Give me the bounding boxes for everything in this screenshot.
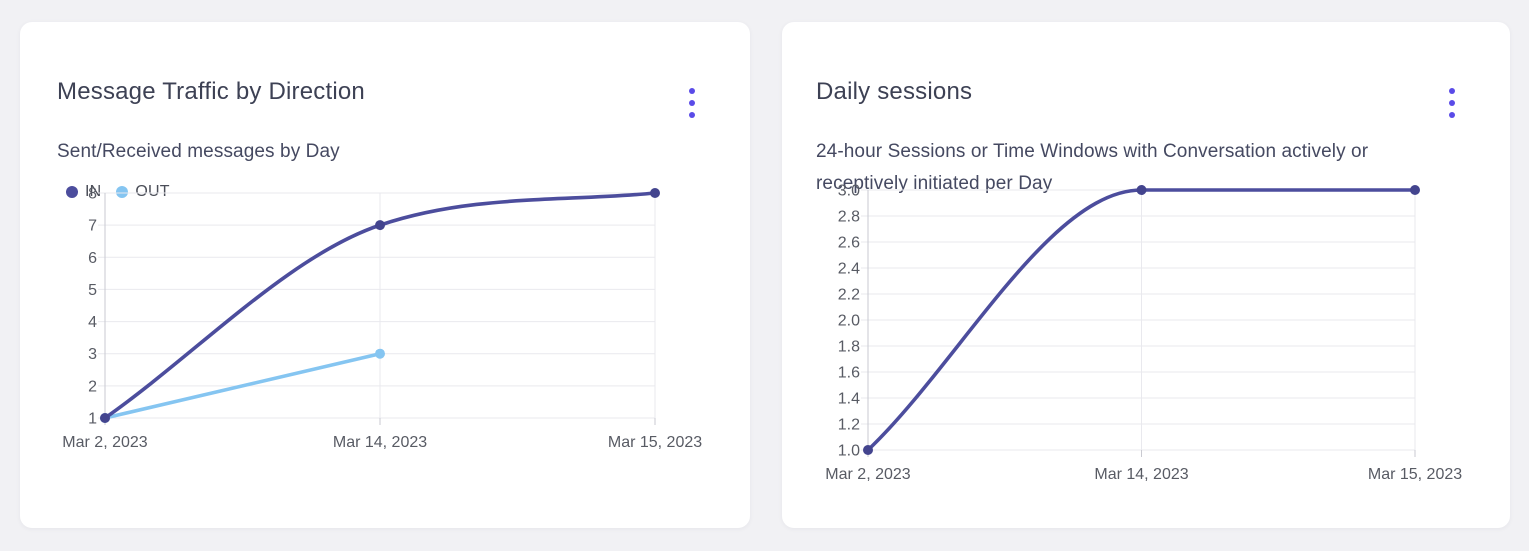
kebab-dot xyxy=(689,88,695,94)
data-point[interactable] xyxy=(863,445,873,455)
y-axis-label: 1.4 xyxy=(838,391,860,408)
card-title: Daily sessions xyxy=(816,78,973,105)
y-axis-label: 7 xyxy=(88,218,97,235)
y-axis-label: 2.4 xyxy=(838,261,860,278)
y-axis-label: 2 xyxy=(88,378,97,395)
data-point[interactable] xyxy=(650,188,660,198)
card-message-traffic: Message Traffic by Direction Sent/Receiv… xyxy=(20,22,750,528)
series-line-OUT xyxy=(103,351,382,420)
x-axis-label: Mar 15, 2023 xyxy=(608,434,702,451)
data-point[interactable] xyxy=(375,348,385,359)
legend-item-in[interactable]: IN xyxy=(66,183,101,201)
y-axis-label: 2.2 xyxy=(838,287,860,304)
y-axis-label: 2.0 xyxy=(838,313,860,330)
card-subtitle: 24-hour Sessions or Time Windows with Co… xyxy=(816,141,1369,194)
card-menu-button[interactable] xyxy=(1440,82,1464,124)
chart-legend: IN OUT xyxy=(66,183,170,201)
y-axis-label: 1.6 xyxy=(838,365,860,382)
y-axis-label: 3.0 xyxy=(838,183,860,200)
x-axis-label: Mar 2, 2023 xyxy=(62,434,147,451)
y-axis-label: 6 xyxy=(88,250,97,267)
message-traffic-line-chart[interactable]: 8 7 6 5 4 3 2 1 Mar 2, 2023 Mar 14, 2023 Mar 15, 2… xyxy=(40,180,720,472)
data-point[interactable] xyxy=(1136,185,1147,195)
kebab-dot xyxy=(1449,88,1455,94)
legend-dot-in xyxy=(66,186,78,198)
kebab-vertical-icon xyxy=(689,88,695,118)
x-axis-label: Mar 2, 2023 xyxy=(825,466,910,483)
legend-label-out: OUT xyxy=(135,183,170,200)
card-title: Message Traffic by Direction xyxy=(57,78,365,105)
y-axis-label: 8 xyxy=(88,186,97,203)
kebab-dot xyxy=(1449,100,1455,106)
data-point[interactable] xyxy=(100,413,110,423)
x-axis-label: Mar 14, 2023 xyxy=(1094,466,1188,483)
x-axis-label: Mar 15, 2023 xyxy=(1368,466,1462,483)
y-axis-label: 1.0 xyxy=(838,443,860,460)
daily-sessions-line-chart[interactable]: 3.0 2.8 2.6 2.4 2.2 2.0 1.8 1.6 1.4 1.2 1.0 Mar 2, … xyxy=(802,180,1492,492)
legend-label-in: IN xyxy=(85,183,102,200)
x-axis-label: Mar 14, 2023 xyxy=(333,434,427,451)
card-daily-sessions: Daily sessions 24-hour Sessions or Time … xyxy=(782,22,1510,528)
y-axis-label: 2.6 xyxy=(838,235,860,252)
legend-item-out[interactable]: OUT xyxy=(116,183,170,201)
y-axis-label: 1.2 xyxy=(838,417,860,434)
kebab-dot xyxy=(689,100,695,106)
y-axis-label: 1.8 xyxy=(838,339,860,356)
data-point[interactable] xyxy=(375,220,385,231)
y-axis-label: 3 xyxy=(88,346,97,363)
data-point[interactable] xyxy=(1410,185,1420,195)
legend-dot-out xyxy=(116,186,129,198)
kebab-dot xyxy=(689,112,695,118)
kebab-vertical-icon xyxy=(1449,88,1455,118)
y-axis-label: 1 xyxy=(88,411,97,428)
kebab-dot xyxy=(1449,112,1455,118)
card-menu-button[interactable] xyxy=(680,82,704,124)
y-axis-label: 2.8 xyxy=(838,209,860,226)
card-subtitle: Sent/Received messages by Day xyxy=(57,141,340,162)
series-line-main xyxy=(866,188,1417,452)
y-axis-label: 4 xyxy=(88,314,97,331)
y-axis-label: 5 xyxy=(88,282,97,299)
